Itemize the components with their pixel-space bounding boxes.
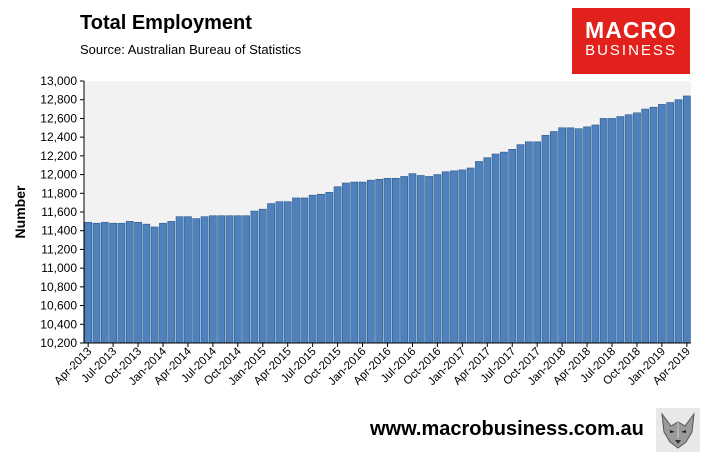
bar-Apr-2013: [84, 221, 93, 344]
bar-Dec-2017: [549, 131, 558, 344]
y-tick-label: 12,400: [40, 130, 77, 144]
bar-Sep-2014: [225, 215, 234, 344]
bar-Jun-2014: [200, 216, 209, 344]
bar-Jul-2018: [608, 118, 616, 344]
bar-Aug-2016: [416, 175, 425, 344]
bar-Sep-2016: [425, 176, 433, 344]
bar-May-2016: [391, 178, 400, 344]
bar-Oct-2013: [134, 221, 142, 344]
bar-Feb-2014: [167, 221, 176, 344]
bar-Jul-2013: [109, 222, 117, 344]
bar-Sep-2013: [125, 221, 134, 344]
bar-Nov-2014: [242, 215, 251, 344]
bar-Jan-2014: [159, 222, 167, 344]
bar-Jan-2017: [458, 169, 467, 344]
bar-Apr-2014: [184, 216, 192, 344]
y-tick-label: 11,000: [41, 261, 77, 275]
y-tick-label: 11,400: [41, 224, 77, 238]
bar-Nov-2013: [142, 223, 151, 344]
bar-Jan-2019: [658, 104, 666, 344]
bar-Nov-2015: [342, 182, 350, 344]
bar-Jul-2017: [508, 149, 517, 344]
y-tick-label: 10,600: [40, 299, 77, 313]
bar-May-2013: [92, 222, 101, 344]
bar-Jul-2016: [408, 173, 417, 344]
bar-Apr-2016: [383, 178, 392, 344]
y-tick-label: 12,200: [40, 149, 77, 163]
bar-Mar-2019: [674, 99, 683, 344]
bar-Oct-2015: [333, 186, 342, 344]
bar-Dec-2016: [450, 170, 458, 344]
bar-Oct-2018: [633, 112, 641, 344]
bar-Feb-2015: [267, 203, 275, 344]
y-tick-label: 11,200: [41, 242, 77, 256]
bar-Jun-2018: [599, 118, 608, 344]
bar-Mar-2015: [275, 201, 284, 344]
website-url: www.macrobusiness.com.au: [370, 418, 644, 440]
bar-Feb-2019: [666, 102, 675, 344]
bar-Jun-2015: [300, 197, 309, 344]
bar-Jan-2015: [258, 208, 267, 344]
bar-Jan-2016: [358, 181, 367, 344]
bar-May-2017: [491, 153, 500, 344]
bar-Apr-2017: [483, 157, 492, 344]
chart-title: Total Employment: [80, 12, 252, 34]
bar-Mar-2014: [175, 216, 184, 344]
bar-Jun-2017: [500, 151, 508, 344]
bar-Nov-2017: [541, 134, 550, 344]
logo-line-1: MACRO: [585, 17, 677, 43]
wolf-icon: [656, 408, 700, 452]
bar-Oct-2016: [433, 174, 442, 344]
bar-Dec-2015: [350, 181, 359, 344]
chart-source: Source: Australian Bureau of Statistics: [80, 42, 302, 57]
bar-Aug-2014: [217, 215, 226, 344]
bar-Nov-2016: [441, 171, 450, 344]
bar-Jul-2015: [308, 194, 317, 344]
bar-Sep-2018: [624, 114, 633, 344]
macrobusiness-logo: MACRO BUSINESS: [572, 8, 690, 74]
y-tick-label: 11,800: [41, 186, 77, 200]
bar-Aug-2018: [616, 116, 625, 344]
bar-Jun-2016: [400, 176, 408, 344]
bar-Nov-2018: [641, 108, 650, 344]
bar-May-2014: [192, 218, 201, 344]
y-tick-label: 12,800: [40, 93, 77, 107]
bar-Sep-2015: [325, 192, 334, 344]
bar-Jun-2013: [100, 221, 109, 344]
bar-Apr-2018: [583, 126, 591, 344]
bar-Jul-2014: [209, 215, 217, 344]
bar-Aug-2017: [516, 144, 525, 344]
bar-Jan-2018: [558, 127, 566, 344]
bar-Aug-2015: [317, 193, 325, 344]
bar-Apr-2015: [283, 201, 292, 344]
y-tick-label: 10,400: [40, 317, 77, 331]
logo-line-2: BUSINESS: [585, 42, 677, 59]
bar-Dec-2018: [649, 106, 658, 344]
y-tick-label: 12,600: [40, 111, 77, 125]
bar-May-2018: [591, 124, 600, 344]
bar-Dec-2014: [250, 210, 259, 344]
bar-Mar-2016: [375, 178, 384, 344]
bar-Mar-2018: [574, 128, 583, 344]
bar-May-2015: [292, 197, 300, 344]
bar-Dec-2013: [150, 226, 159, 344]
bar-Aug-2013: [117, 222, 126, 344]
bar-Feb-2016: [367, 179, 375, 344]
bar-Oct-2014: [233, 215, 242, 344]
bar-Apr-2019: [682, 95, 691, 344]
bar-Mar-2017: [475, 161, 483, 344]
y-tick-label: 11,600: [41, 205, 77, 219]
y-axis-title: Number: [12, 185, 28, 238]
y-tick-label: 10,200: [40, 336, 77, 350]
bar-Oct-2017: [533, 141, 542, 344]
y-tick-label: 13,000: [40, 74, 77, 88]
bar-Feb-2018: [566, 127, 575, 344]
bar-Sep-2017: [524, 141, 533, 344]
bar-Feb-2017: [466, 167, 475, 344]
y-tick-label: 10,800: [40, 280, 77, 294]
y-tick-label: 12,000: [40, 168, 77, 182]
